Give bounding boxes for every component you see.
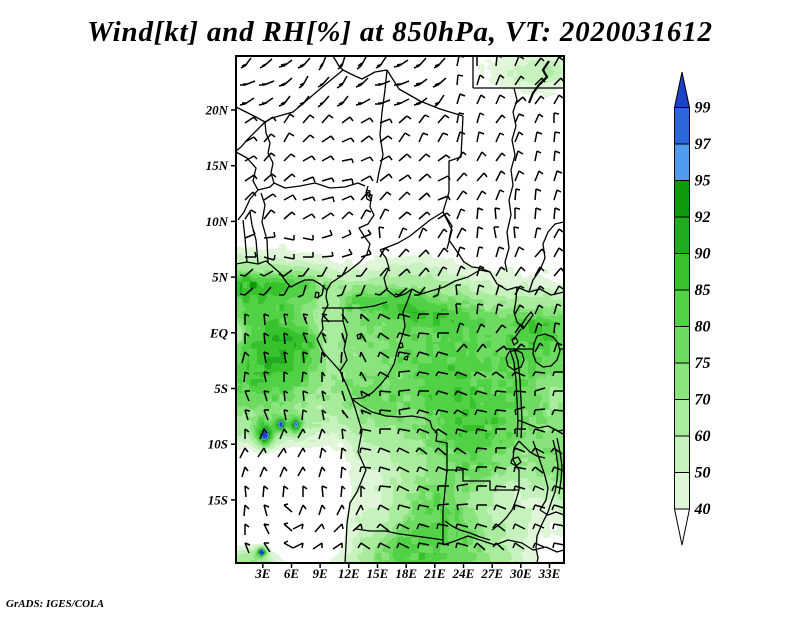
svg-text:75: 75 [695,355,711,372]
svg-text:6E: 6E [284,566,300,581]
svg-text:15S: 15S [208,492,228,507]
svg-text:80: 80 [695,319,711,336]
svg-text:33E: 33E [538,566,561,581]
svg-text:12E: 12E [338,566,360,581]
svg-text:30E: 30E [509,566,532,581]
svg-text:40: 40 [694,501,711,518]
svg-text:3E: 3E [254,566,271,581]
svg-text:EQ: EQ [209,325,229,340]
svg-text:90: 90 [695,246,711,263]
svg-text:24E: 24E [452,566,475,581]
svg-text:50: 50 [695,465,711,482]
svg-text:60: 60 [695,428,711,445]
svg-text:5N: 5N [212,270,229,285]
svg-text:70: 70 [695,392,711,409]
svg-text:9E: 9E [313,566,329,581]
svg-text:5S: 5S [214,381,228,396]
svg-text:15N: 15N [206,158,229,173]
svg-text:21E: 21E [423,566,446,581]
svg-text:85: 85 [695,282,711,299]
svg-text:20N: 20N [205,103,229,118]
svg-text:27E: 27E [480,566,503,581]
svg-text:18E: 18E [395,566,417,581]
svg-text:92: 92 [695,209,711,226]
svg-text:97: 97 [695,136,712,153]
svg-text:10S: 10S [208,437,228,452]
svg-text:GrADS: IGES/COLA: GrADS: IGES/COLA [6,598,104,610]
svg-text:15E: 15E [367,566,389,581]
svg-text:Wind[kt] and RH[%] at 850hPa,: Wind[kt] and RH[%] at 850hPa, VT: 202003… [87,16,713,48]
svg-text:95: 95 [695,173,711,190]
svg-text:99: 99 [695,100,711,117]
svg-text:10N: 10N [206,214,229,229]
